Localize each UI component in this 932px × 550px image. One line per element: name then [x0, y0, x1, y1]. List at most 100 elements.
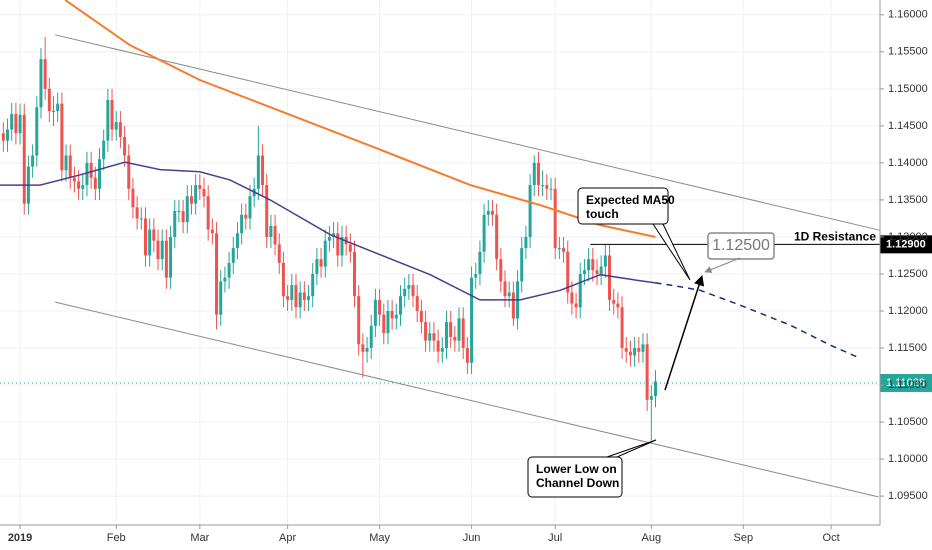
candle-body [106, 99, 110, 141]
candle-body [123, 136, 127, 156]
candle-body [507, 292, 511, 297]
candle-body [290, 285, 294, 300]
candle-body [465, 348, 469, 363]
candle-body [81, 185, 85, 189]
candle-body [378, 299, 382, 315]
candle-body [411, 285, 415, 297]
candle-body [64, 155, 68, 171]
candle-body [599, 266, 603, 274]
x-tick-label: Jun [463, 532, 481, 544]
candle-body [6, 129, 10, 141]
candle-body [620, 307, 624, 349]
candle-body [541, 185, 545, 187]
candle-body [248, 196, 252, 219]
candle-body [68, 155, 72, 178]
candle-body [215, 233, 219, 315]
candle-body [499, 259, 503, 282]
candle-body [482, 214, 486, 252]
candle-body [490, 211, 494, 215]
candle-body [235, 233, 239, 249]
candle-body [357, 296, 361, 345]
y-tick-label: 1.10000 [888, 453, 928, 465]
candle-body [348, 244, 352, 252]
candle-body [633, 348, 637, 356]
candle-body [453, 336, 457, 341]
candle-body [578, 273, 582, 308]
candle-body [628, 351, 632, 356]
x-tick-label: Sep [734, 532, 754, 544]
y-tick-label: 1.14500 [888, 120, 928, 132]
candle-body [432, 333, 436, 341]
candle-body [35, 107, 39, 156]
price-tag-label: 1.11028 [886, 377, 925, 389]
overlays: 1D Resistance 1.12900 1.11028 1.12500 Expect… [0, 187, 932, 498]
candle-body [315, 259, 319, 274]
candle-body [536, 162, 540, 186]
candle-body [340, 236, 344, 256]
candle-body [261, 155, 265, 186]
candle-body [587, 259, 591, 271]
candle-body [603, 255, 607, 267]
candle-body [286, 296, 290, 300]
candle-body [60, 103, 64, 171]
candle-body [10, 114, 14, 130]
candle-body [566, 251, 570, 293]
y-tick-label: 1.11000 [888, 379, 927, 391]
y-tick-label: 1.14000 [888, 157, 928, 169]
candle-body [189, 196, 193, 204]
channel-line [55, 301, 879, 498]
candle-body [403, 288, 407, 297]
y-tick-label: 1.09500 [888, 490, 928, 502]
candle-body [474, 273, 478, 278]
candle-body [244, 214, 248, 219]
candle-body [616, 303, 620, 308]
candle-body [553, 188, 557, 249]
callout-text: Expected MA50 [586, 193, 675, 207]
x-tick-label: Jul [548, 532, 562, 544]
candle-body [369, 325, 373, 349]
candle-body [520, 248, 524, 282]
candle-body [302, 292, 306, 300]
channel-line [55, 34, 881, 231]
candle-body [398, 296, 402, 315]
x-tick-label: Feb [107, 532, 126, 544]
y-tick-label: 1.16000 [888, 9, 928, 21]
resistance-label: 1D Resistance [794, 230, 876, 244]
candle-body [269, 225, 273, 237]
candle-body [156, 240, 160, 260]
candle-body [14, 114, 18, 134]
y-tick-label: 1.12000 [888, 305, 928, 317]
candle-body [415, 296, 419, 312]
candle-body [1, 133, 5, 141]
candle-body [114, 122, 118, 130]
candle-body [332, 233, 336, 237]
candle-body [298, 292, 302, 308]
candle-body [143, 218, 147, 256]
moving-average [655, 282, 861, 360]
candle-body [181, 211, 185, 223]
callout-box [577, 187, 669, 225]
candle-body [118, 122, 122, 137]
candle-body [595, 270, 599, 274]
candle-body [127, 155, 131, 189]
candle-body [470, 277, 474, 363]
x-tick-label: May [369, 532, 390, 544]
candle-body [637, 348, 641, 352]
candle-body [361, 344, 365, 352]
candle-body [327, 236, 331, 241]
candle-body [102, 140, 106, 160]
candle-body [152, 229, 156, 241]
candle-body [18, 114, 22, 134]
candle-body [424, 322, 428, 341]
candle-body [549, 188, 553, 190]
candle-body [323, 240, 327, 267]
candle-body [227, 262, 231, 278]
candle-body [256, 155, 260, 189]
candle-body [457, 318, 461, 341]
candle-body [173, 211, 177, 237]
candle-body [194, 185, 198, 204]
callout-text: Channel Down [536, 476, 619, 490]
candle-body [365, 348, 369, 352]
candle-body [582, 270, 586, 274]
candle-body [110, 99, 114, 130]
